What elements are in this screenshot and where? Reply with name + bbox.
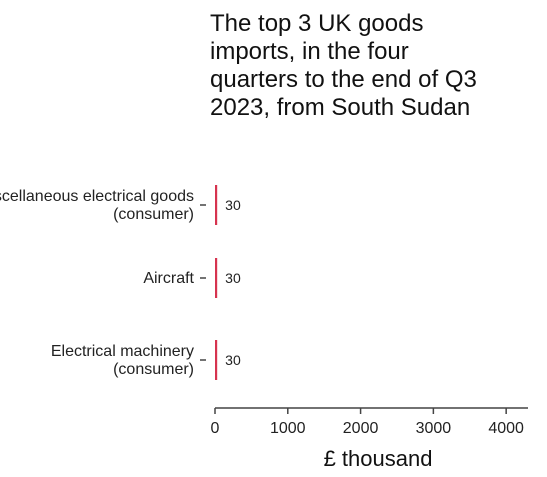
x-tick-label-2: 1000 <box>270 420 306 437</box>
y-tick-label-1-line-2: (consumer) <box>113 206 194 223</box>
chart-title-line-4: 2023, from South Sudan <box>210 94 471 121</box>
chart-title-line-1: The top 3 UK goods <box>210 10 424 37</box>
bar-value-label-3: 30 <box>225 352 241 368</box>
y-axis-ticks <box>200 204 206 361</box>
bar-value-label-2: 30 <box>225 270 241 286</box>
bar-value-label-1: 30 <box>225 197 241 213</box>
chart-title-line-3: quarters to the end of Q3 <box>210 66 477 93</box>
chart-title-line-2: imports, in the four <box>210 38 409 65</box>
y-tick-label-1-line-1: Miscellaneous electrical goods <box>0 188 194 205</box>
chart-title: The top 3 UK goods imports, in the four … <box>210 10 545 122</box>
x-tick-label-5: 4000 <box>488 420 524 437</box>
bar-3 <box>215 340 218 380</box>
bar-1 <box>215 185 218 225</box>
y-tick-label-3-line-2: (consumer) <box>113 361 194 378</box>
bar-value-labels: 30 30 30 <box>225 197 241 368</box>
bars <box>215 185 218 380</box>
x-tick-label-4: 3000 <box>416 420 452 437</box>
y-axis-labels: Miscellaneous electrical goods(consumer)… <box>0 188 195 378</box>
x-axis: 0 1000 2000 3000 4000 <box>211 407 528 437</box>
y-tick-label-2-line-1: Aircraft <box>143 270 194 287</box>
bar-2 <box>215 258 218 298</box>
y-tick-label-1: Miscellaneous electrical goods(consumer) <box>0 188 194 223</box>
x-tick-label-3: 2000 <box>343 420 379 437</box>
x-axis-title: £ thousand <box>324 446 433 471</box>
y-tick-label-3: Electrical machinery (consumer) <box>51 343 194 378</box>
y-tick-label-2: Aircraft <box>143 270 194 287</box>
x-tick-label-1: 0 <box>211 420 220 437</box>
y-tick-label-3-line-1: Electrical machinery <box>51 343 194 360</box>
